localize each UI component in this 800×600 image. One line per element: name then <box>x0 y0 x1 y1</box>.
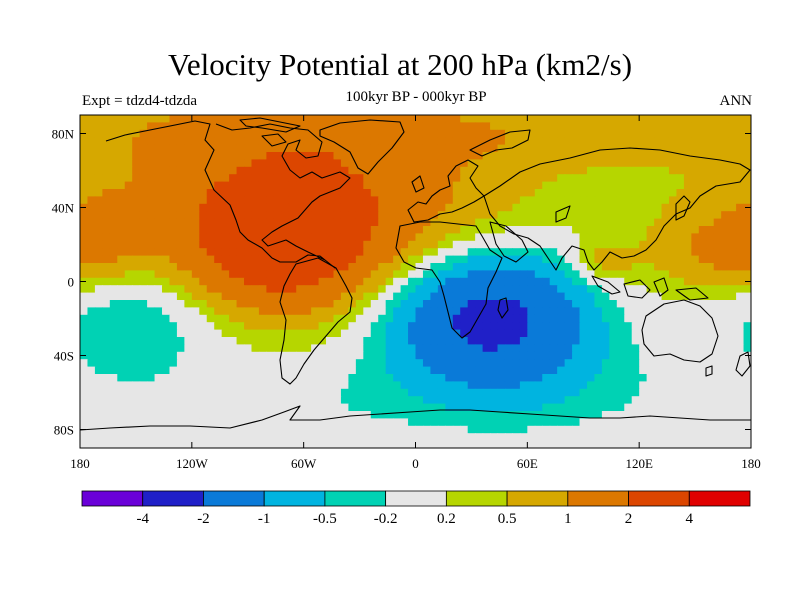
lat-tick-label: 40N <box>52 201 75 216</box>
coast-south-america <box>279 257 353 385</box>
map-axes: 180 120W 60W 0 60E 120E 180 80N 40N 0 40S 80S <box>52 115 761 471</box>
lon-tick-label: 0 <box>412 456 419 471</box>
coastlines <box>80 117 751 431</box>
colorbar-swatch <box>506 490 569 507</box>
colorbar-label: -4 <box>136 511 149 527</box>
lon-tick-label: 60W <box>291 456 317 471</box>
coast-arctic-islands <box>239 117 301 133</box>
coast-antarctica <box>80 405 751 431</box>
coast-europe <box>407 159 485 223</box>
colorbar-swatch <box>263 490 326 507</box>
coast-arabia <box>489 221 529 263</box>
colorbar-label: 1 <box>564 511 572 527</box>
colorbar-swatch <box>81 490 144 507</box>
lon-tick-label: 120W <box>176 456 209 471</box>
coast-new-zealand <box>735 351 751 377</box>
coast-australia <box>641 299 719 363</box>
plot-title: Velocity Potential at 200 hPa (km2/s) <box>167 47 633 82</box>
colorbar-label: -0.2 <box>374 511 398 527</box>
season-label: ANN <box>719 93 753 109</box>
lat-tick-label: 80N <box>52 127 75 142</box>
colorbar-swatch <box>385 490 447 507</box>
colorbar-swatch <box>567 490 629 507</box>
lat-tick-label: 0 <box>68 275 75 290</box>
contour-field <box>80 115 751 448</box>
colorbar-label: 0.5 <box>498 511 517 527</box>
coast-asia <box>483 147 751 271</box>
colorbar-label: -2 <box>197 511 210 527</box>
coast-japan <box>675 195 691 221</box>
colorbar: -4 -2 -1 -0.5 -0.2 0.2 0.5 1 2 4 <box>81 490 751 527</box>
colorbar-swatch <box>203 490 265 507</box>
colorbar-swatch <box>688 490 751 507</box>
colorbar-swatch <box>142 490 204 507</box>
colorbar-label: 0.2 <box>437 511 456 527</box>
coast-north-america <box>105 120 351 269</box>
coast-madagascar <box>497 297 509 319</box>
lat-tick-label: 80S <box>54 423 74 438</box>
colorbar-swatch <box>628 490 690 507</box>
lon-tick-label: 180 <box>70 456 90 471</box>
lon-tick-label: 120E <box>625 456 653 471</box>
experiment-label: Expt = tdzd4-tdzda <box>82 93 198 109</box>
lon-tick-label: 60E <box>517 456 538 471</box>
plot-subtitle: 100kyr BP - 000kyr BP <box>345 89 487 105</box>
colorbar-label: -1 <box>258 511 271 527</box>
colorbar-label: -0.5 <box>313 511 337 527</box>
coast-indonesia <box>591 275 621 295</box>
coast-greenland <box>319 119 405 175</box>
colorbar-swatch <box>324 490 387 507</box>
colorbar-label: 2 <box>625 511 633 527</box>
colorbar-label: 4 <box>686 511 694 527</box>
coast-africa <box>395 221 503 339</box>
lat-tick-label: 40S <box>54 349 74 364</box>
colorbar-swatch <box>445 490 508 507</box>
lon-tick-label: 180 <box>741 456 761 471</box>
